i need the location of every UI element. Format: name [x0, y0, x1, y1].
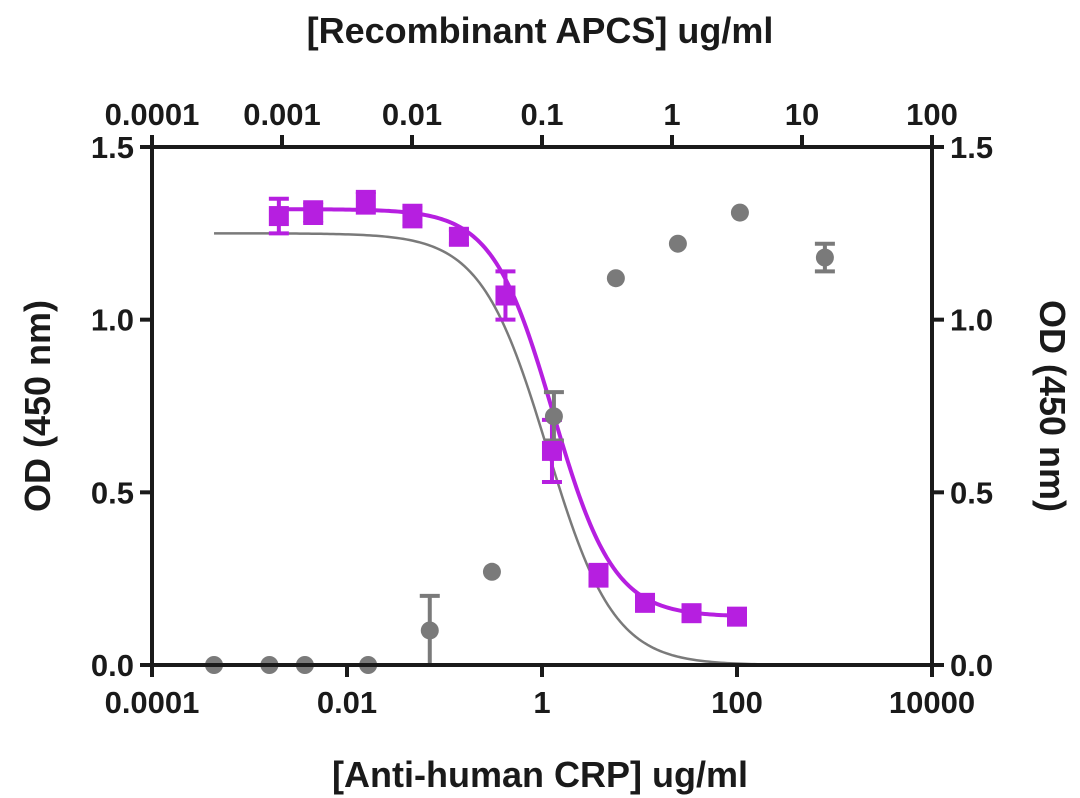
- bottom-tick-label: 0.01: [317, 685, 377, 720]
- square-data-point: [355, 192, 376, 213]
- circle-data-point: [544, 407, 563, 426]
- top-tick-label: 0.1: [520, 97, 563, 132]
- bottom-tick-label: 0.0001: [105, 685, 200, 720]
- top-tick-label: 0.01: [382, 97, 442, 132]
- left-tick-label: 0.0: [91, 648, 134, 683]
- error-bars: [268, 189, 835, 667]
- fit-curve-1: [278, 207, 738, 618]
- square-data-point: [541, 440, 562, 461]
- top-tick-label: 10: [785, 97, 819, 132]
- data-markers: [205, 192, 834, 674]
- right-tick-label: 1.0: [950, 303, 993, 338]
- bottom-tick-label: 100: [711, 685, 763, 720]
- right-axis-title: OD (450 nm): [1032, 300, 1073, 512]
- fit-curve-2: [214, 232, 825, 667]
- left-tick-label: 1.5: [91, 130, 134, 165]
- top-tick-label: 0.001: [243, 97, 321, 132]
- bottom-tick-label: 10000: [889, 685, 975, 720]
- right-tick-label: 0.0: [950, 648, 993, 683]
- circle-data-point: [815, 248, 834, 267]
- square-data-point: [402, 206, 423, 227]
- axes: [140, 135, 944, 677]
- square-data-point: [268, 206, 289, 227]
- left-axis-title: OD (450 nm): [17, 300, 58, 512]
- top-axis-title: [Recombinant APCS] ug/ml: [307, 10, 774, 51]
- top-tick-label: 0.0001: [105, 97, 200, 132]
- square-data-point: [303, 202, 324, 223]
- bottom-tick-label: 1: [533, 685, 550, 720]
- tick-labels: 0.0001 0.01 1 100 10000 0.0001 0.001 0.01 0.1 1 10…: [91, 97, 993, 720]
- left-tick-label: 1.0: [91, 303, 134, 338]
- circle-data-point: [668, 234, 687, 253]
- top-tick-label: 1: [663, 97, 680, 132]
- square-data-point: [635, 592, 656, 613]
- square-data-point: [727, 606, 747, 627]
- right-tick-label: 1.5: [950, 130, 993, 165]
- circle-data-point: [730, 203, 749, 222]
- left-tick-label: 0.5: [91, 475, 134, 510]
- square-data-point: [588, 565, 609, 586]
- fit-curves: [214, 207, 825, 667]
- square-data-point: [681, 603, 702, 624]
- square-data-point: [448, 226, 469, 247]
- square-data-point: [495, 285, 516, 306]
- circle-data-point: [420, 621, 439, 640]
- bottom-axis-title: [Anti-human CRP] ug/ml: [332, 754, 748, 795]
- circle-data-point: [606, 269, 625, 288]
- circle-data-point: [482, 562, 501, 581]
- right-tick-label: 0.5: [950, 475, 993, 510]
- top-tick-label: 100: [906, 97, 958, 132]
